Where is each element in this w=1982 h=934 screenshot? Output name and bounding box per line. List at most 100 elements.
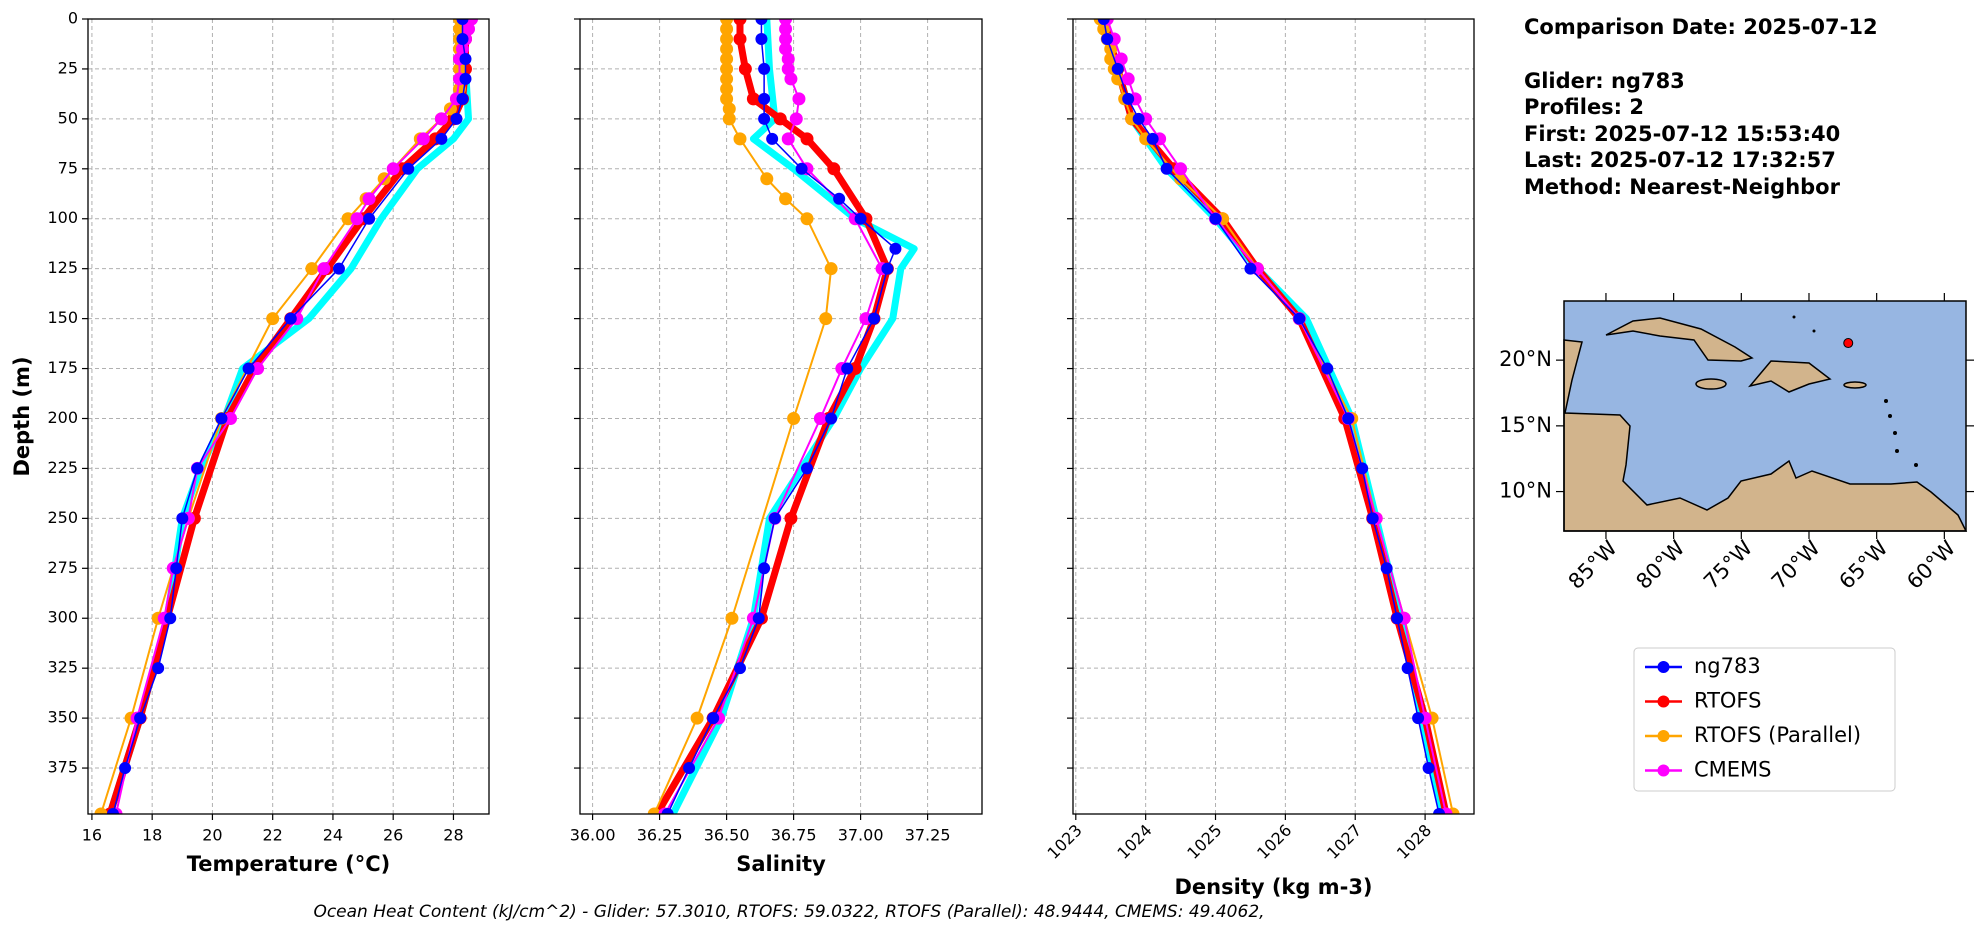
profile-point	[758, 62, 771, 75]
profile-point	[720, 72, 734, 86]
profile-point	[825, 412, 838, 425]
profile-point	[789, 112, 803, 126]
x-tick-label: 22	[263, 826, 283, 845]
profile-point	[1412, 712, 1425, 725]
profile-point	[1174, 162, 1188, 176]
profile-point	[452, 82, 466, 96]
profile-point	[1342, 412, 1355, 425]
profile-point	[1097, 22, 1111, 36]
profile-point	[722, 112, 736, 126]
profile-line	[653, 19, 891, 814]
profile-point	[1391, 612, 1404, 625]
profile-point	[176, 512, 189, 525]
x-tick-label: 1028	[1393, 821, 1435, 863]
profile-point	[733, 32, 747, 46]
profile-point	[1356, 462, 1369, 475]
x-axis-label: Salinity	[736, 852, 826, 876]
profile-point	[746, 92, 760, 106]
x-tick-label: 1026	[1253, 821, 1295, 863]
profile-point	[841, 362, 854, 375]
y-tick-label: 300	[47, 608, 78, 627]
profile-point	[827, 162, 841, 176]
profile-point	[317, 262, 331, 276]
profile-point	[94, 807, 108, 814]
profile-point	[363, 212, 376, 225]
y-axis-label: Depth (m)	[10, 356, 34, 476]
profile-point	[1293, 312, 1306, 325]
profile-point	[416, 132, 430, 146]
plot-area	[647, 19, 918, 814]
x-tick-label: 36.25	[637, 826, 683, 845]
y-tick-label: 50	[58, 108, 78, 127]
profile-point	[152, 662, 165, 675]
profile-point	[738, 62, 752, 76]
profile-point	[1122, 92, 1135, 105]
profile-point	[1380, 562, 1393, 575]
profile-point	[191, 462, 204, 475]
axes-frame	[579, 18, 983, 815]
profile-point	[266, 312, 280, 326]
y-tick-label: 150	[47, 308, 78, 327]
profile-point	[647, 807, 661, 814]
puerto-rico	[1843, 381, 1867, 389]
x-tick-label: 16	[82, 826, 102, 845]
profile-point	[784, 511, 798, 525]
profile-point	[1101, 32, 1114, 45]
profile-point	[170, 562, 183, 575]
info-line: Last: 2025-07-12 17:32:57	[1524, 148, 1836, 172]
profile-point	[867, 312, 880, 325]
y-tick-label: 125	[47, 258, 78, 277]
legend	[1633, 647, 1896, 792]
profile-point	[720, 42, 734, 56]
profile-point	[733, 132, 747, 146]
axes-frame	[87, 18, 490, 815]
y-tick-label: 100	[47, 208, 78, 227]
profile-line	[666, 19, 897, 814]
profile-point	[1097, 19, 1110, 25]
profile-point	[800, 212, 814, 226]
map-frame	[1563, 300, 1967, 532]
island	[1884, 399, 1888, 403]
profile-point	[661, 808, 674, 814]
profile-point	[760, 172, 774, 186]
profile-point	[1121, 72, 1135, 86]
y-tick-label: 275	[47, 558, 78, 577]
profile-point	[1244, 262, 1257, 275]
legend-marker	[1657, 661, 1670, 673]
map	[1556, 293, 1974, 539]
profile-point	[350, 212, 364, 226]
x-tick-label: 28	[443, 826, 463, 845]
profile-point	[215, 412, 228, 425]
x-axis-label: Density (kg m-3)	[1174, 875, 1372, 899]
y-tick-label: 325	[47, 658, 78, 677]
y-tick-label: 375	[47, 758, 78, 777]
profile-point	[242, 362, 255, 375]
y-tick-label: 200	[47, 408, 78, 427]
info-line: Glider: ng783	[1524, 69, 1685, 93]
profile-point	[720, 22, 734, 36]
profile-point	[1114, 52, 1128, 66]
info-line: Profiles: 2	[1524, 95, 1644, 119]
profile-point	[456, 19, 469, 25]
profile-point	[107, 808, 120, 814]
profile-point	[456, 32, 469, 45]
y-tick-label: 175	[47, 358, 78, 377]
profile-point	[779, 42, 793, 56]
profile-point	[781, 62, 795, 76]
x-tick-label: 26	[383, 826, 403, 845]
x-tick-label: 85°W	[1564, 536, 1622, 594]
x-tick-label: 18	[142, 826, 162, 845]
y-tick-label: 25	[58, 58, 78, 77]
profile-point	[824, 262, 838, 276]
x-tick-label: 1027	[1323, 821, 1365, 863]
profile-point	[787, 411, 801, 425]
legend-label: CMEMS	[1694, 758, 1772, 782]
footer: Ocean Heat Content (kJ/cm^2) - Glider: 5…	[313, 902, 1264, 922]
profile-point	[402, 162, 415, 175]
info-line: Comparison Date: 2025-07-12	[1524, 15, 1878, 39]
y-tick-label: 225	[47, 458, 78, 477]
profile-point	[722, 102, 736, 116]
profile-point	[779, 22, 793, 36]
profile-point	[733, 19, 747, 26]
